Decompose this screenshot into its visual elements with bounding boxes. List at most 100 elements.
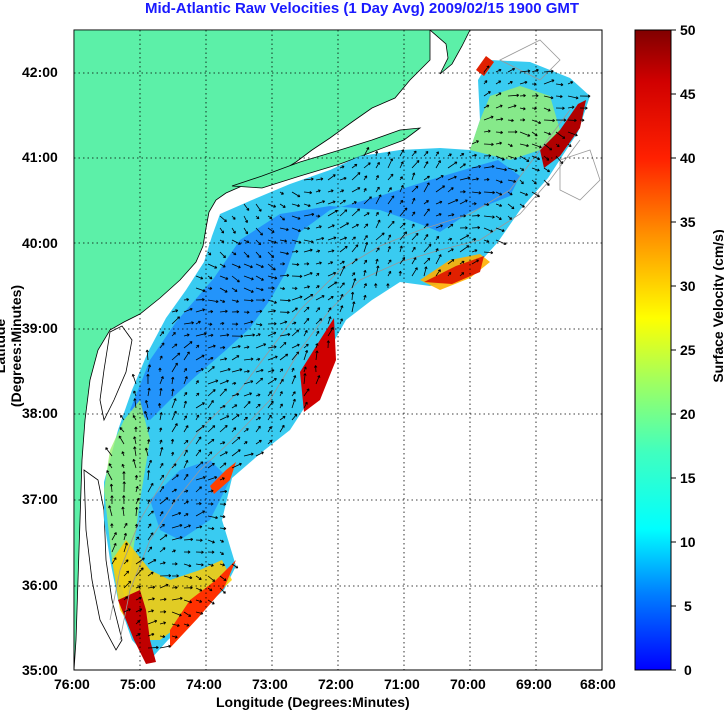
velocity-vector: [243, 357, 254, 361]
velocity-vector: [207, 275, 213, 280]
velocity-vector: [255, 275, 264, 281]
velocity-vector: [411, 223, 415, 229]
velocity-vector: [219, 451, 228, 457]
velocity-vector: [399, 176, 403, 181]
velocity-vector: [351, 258, 358, 265]
velocity-vector: [447, 237, 453, 241]
velocity-vector: [303, 306, 310, 313]
velocity-vector: [171, 316, 180, 325]
velocity-vector: [435, 224, 443, 229]
velocity-vector: [231, 355, 240, 361]
velocity-vector: [207, 462, 215, 469]
velocity-vector: [183, 563, 192, 568]
velocity-vector: [159, 439, 163, 445]
colorbar-tick: 45: [680, 86, 696, 102]
velocity-vector: [171, 549, 176, 553]
velocity-vector: [207, 400, 214, 409]
velocity-vector: [159, 511, 164, 517]
velocity-vector: [483, 115, 494, 121]
velocity-vector: [158, 403, 162, 409]
velocity-vector: [495, 191, 503, 196]
velocity-vector: [255, 357, 261, 361]
velocity-vector: [375, 161, 380, 169]
x-axis-title: Longitude (Degrees:Minutes): [216, 694, 410, 710]
velocity-vector: [147, 619, 158, 625]
velocity-vector: [327, 224, 335, 229]
velocity-vector: [183, 489, 189, 493]
velocity-vector: [543, 107, 551, 112]
velocity-vector: [243, 203, 250, 211]
velocity-vector: [315, 177, 324, 181]
low-velocity-patch: [150, 460, 230, 540]
velocity-vector: [159, 474, 165, 481]
velocity-vector: [315, 343, 319, 349]
y-tick: 40:00: [22, 235, 58, 251]
velocity-vector: [351, 272, 356, 277]
velocity-vector: [183, 550, 191, 554]
velocity-vector: [243, 239, 250, 244]
velocity-vector: [195, 287, 206, 293]
velocity-vector: [326, 340, 330, 349]
velocity-vector: [351, 187, 361, 193]
velocity-vector: [351, 223, 359, 229]
velocity-vector: [363, 175, 368, 181]
velocity-vector: [363, 294, 367, 301]
velocity-vector: [303, 293, 314, 301]
velocity-vector: [495, 117, 504, 121]
velocity-vector: [495, 92, 502, 97]
colorbar-tick: 35: [680, 214, 696, 230]
velocity-vector: [279, 262, 286, 266]
velocity-vector: [447, 187, 454, 193]
velocity-vector: [147, 585, 156, 589]
velocity-vector: [519, 80, 528, 85]
velocity-vector: [399, 257, 406, 265]
velocity-vector: [459, 260, 465, 265]
velocity-vector: [315, 249, 321, 253]
velocity-vector: [423, 150, 429, 157]
y-tick: 35:00: [22, 662, 58, 678]
velocity-vector: [567, 105, 575, 109]
velocity-vector: [159, 597, 167, 602]
velocity-vector: [195, 436, 202, 445]
velocity-vector: [267, 203, 277, 208]
velocity-vector: [339, 318, 343, 325]
velocity-vector: [243, 452, 254, 457]
velocity-vector: [531, 119, 542, 125]
velocity-vector: [171, 388, 175, 397]
velocity-vector: [315, 330, 320, 337]
velocity-vector: [134, 523, 139, 529]
velocity-vector: [243, 215, 248, 223]
velocity-vector: [267, 369, 275, 373]
velocity-vector: [279, 403, 283, 409]
velocity-vector: [183, 400, 187, 409]
velocity-vector: [327, 236, 337, 241]
velocity-vector: [387, 220, 395, 229]
velocity-vector: [543, 143, 553, 151]
velocity-vector: [279, 368, 284, 373]
velocity-vector: [399, 199, 404, 205]
velocity-vector: [327, 189, 334, 193]
velocity-vector: [279, 353, 289, 361]
velocity-vector: [195, 380, 199, 385]
velocity-vector: [339, 236, 347, 241]
velocity-vector: [195, 298, 205, 302]
velocity-vector: [231, 392, 240, 397]
velocity-vector: [243, 392, 253, 397]
velocity-vector: [315, 307, 321, 313]
velocity-vector: [171, 611, 182, 617]
velocity-vector: [471, 202, 477, 206]
velocity-vector: [207, 587, 213, 592]
velocity-vector: [195, 275, 204, 280]
velocity-vector: [109, 483, 114, 493]
velocity-vector: [231, 381, 237, 386]
velocity-vector: [159, 462, 164, 469]
velocity-vector: [195, 486, 202, 493]
velocity-vector: [183, 459, 189, 469]
velocity-vector: [135, 567, 144, 577]
velocity-vector: [133, 446, 137, 457]
velocity-vector: [195, 320, 201, 325]
velocity-vector: [363, 223, 369, 229]
velocity-vector: [243, 275, 254, 281]
velocity-vector: [579, 94, 591, 98]
velocity-vector: [291, 343, 300, 349]
